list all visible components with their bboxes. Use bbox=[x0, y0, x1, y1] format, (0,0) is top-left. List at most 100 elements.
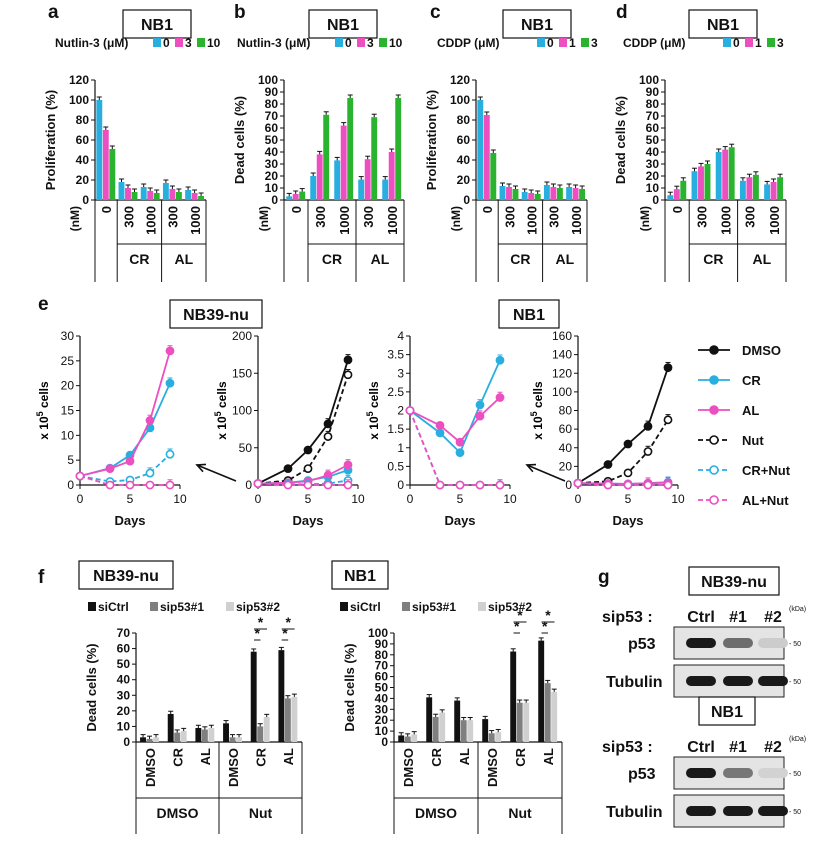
x-tick-label-b-2: 1000 bbox=[337, 206, 352, 235]
line-legend-label-3: Nut bbox=[742, 433, 764, 448]
bar-f1-sip532-0 bbox=[153, 737, 159, 742]
unit-label-d: (nM) bbox=[638, 206, 652, 231]
category-table-c: 0 300 1000 300 1000 CR AL (nM) bbox=[449, 200, 588, 282]
cell-line-label-e1: NB39-nu bbox=[183, 307, 249, 324]
blot-sip53-label-1: sip53 : bbox=[602, 739, 653, 756]
data-point-e1-AL-3 bbox=[145, 416, 155, 425]
data-point-e2-Nut-4 bbox=[343, 370, 353, 380]
group-label-b-0: CR bbox=[322, 251, 342, 267]
significance-star-f1-0: * bbox=[255, 625, 261, 641]
bar-b-0-2 bbox=[334, 160, 341, 200]
y-axis-label-a: Proliferation (%) bbox=[43, 90, 58, 190]
y-tick-label-b-6: 60 bbox=[265, 121, 279, 135]
y-tick-label-e3-8: 4 bbox=[397, 329, 404, 343]
x-tick-label-d-2: 1000 bbox=[719, 206, 734, 235]
cell-line-label-f2: NB1 bbox=[344, 568, 376, 585]
data-point-e2-AL-Nut-3 bbox=[323, 480, 333, 490]
y-tick-label-f2-2: 20 bbox=[375, 713, 389, 727]
data-point-e3-CR-3 bbox=[475, 400, 485, 410]
series-line-e2-Nut bbox=[257, 374, 349, 485]
x-axis-label-e3: Days bbox=[444, 513, 475, 528]
y-tick-label-c-1: 20 bbox=[457, 173, 471, 187]
cell-line-label-e3-box bbox=[498, 299, 560, 329]
y-tick-label-e4-7: 140 bbox=[552, 348, 572, 362]
blot-row-label-0-1: Tubulin bbox=[606, 674, 663, 691]
line-legend-marker-5 bbox=[709, 495, 719, 505]
x-tick-label-d-4: 1000 bbox=[767, 206, 782, 235]
line-legend-label-0: DMSO bbox=[742, 343, 781, 358]
y-tick-label-b-7: 70 bbox=[265, 109, 279, 123]
y-tick-label-c-6: 120 bbox=[450, 73, 470, 87]
bar-d-3-1 bbox=[704, 164, 711, 200]
y-tick-label-e4-4: 80 bbox=[559, 404, 573, 418]
y-tick-label-f1-5: 50 bbox=[117, 657, 131, 671]
bar-f1-sip531-3 bbox=[229, 737, 236, 742]
x-axis-label-e1: Days bbox=[114, 513, 145, 528]
data-point-e2-AL-Nut-0 bbox=[253, 479, 263, 488]
panel-letter-f1: f bbox=[38, 567, 45, 588]
blot-lane-label-1-2: #2 bbox=[764, 739, 782, 756]
cell-line-label-a: NB1 bbox=[141, 17, 173, 34]
x-tick-label-e3-0: 0 bbox=[407, 492, 414, 506]
cell-line-label-a-box bbox=[122, 9, 192, 39]
legend-label-d-1: 1 bbox=[755, 36, 762, 50]
x-tick-label-e4-2: 10 bbox=[671, 492, 685, 506]
bar-d-1-2 bbox=[722, 149, 729, 200]
bar-a-0-3 bbox=[162, 183, 169, 200]
y-tick-label-f2-4: 40 bbox=[375, 691, 389, 705]
y-axis-label-prefix: x 10 bbox=[37, 416, 51, 440]
y-tick-label-a-2: 40 bbox=[76, 153, 90, 167]
bar-c-0-1 bbox=[499, 186, 506, 200]
bar-a-10-0 bbox=[109, 149, 116, 200]
data-point-e3-AL-3 bbox=[475, 411, 485, 421]
bar-a-10-2 bbox=[153, 193, 160, 200]
bar-f1-sip531-5 bbox=[284, 698, 291, 742]
bar-f2-siCtrl-4 bbox=[510, 651, 517, 742]
y-tick-label-f1-6: 60 bbox=[117, 642, 131, 656]
legend-swatch-b-2 bbox=[379, 38, 387, 47]
blot-band-1-1-2 bbox=[758, 806, 788, 816]
legend-swatch-f2-0 bbox=[340, 602, 348, 611]
y-tick-label-f1-4: 40 bbox=[117, 673, 131, 687]
bar-c-1-0 bbox=[483, 115, 490, 200]
y-tick-label-d-5: 50 bbox=[646, 133, 660, 147]
legend-label-c-0: 0 bbox=[547, 36, 554, 50]
blot-cell-line-label-1-box bbox=[698, 696, 756, 726]
significance-star-f2-1: * bbox=[517, 607, 523, 623]
data-point-e1-AL-Nut-4 bbox=[165, 480, 175, 490]
y-tick-label-f1-2: 20 bbox=[117, 704, 131, 718]
bar-f2-sip531-4 bbox=[516, 702, 523, 742]
y-tick-label-f2-5: 50 bbox=[375, 681, 389, 695]
y-tick-label-f2-8: 80 bbox=[375, 648, 389, 662]
bar-f1-sip532-2 bbox=[208, 727, 215, 742]
data-point-e1-AL-1 bbox=[105, 464, 115, 474]
legend-label-a-0: 0 bbox=[163, 36, 170, 50]
x-tick-label-d-1: 300 bbox=[694, 206, 709, 228]
line-legend-marker-4 bbox=[709, 465, 719, 475]
x-tick-label-a-4: 1000 bbox=[188, 206, 203, 235]
data-point-e4-AL-Nut-0 bbox=[573, 478, 583, 488]
unit-label-b: (nM) bbox=[257, 206, 271, 231]
bar-b-3-4 bbox=[388, 152, 395, 200]
group-label-c-1: AL bbox=[555, 251, 574, 267]
blot-band-0-0-2 bbox=[758, 638, 788, 648]
bar-a-0-0 bbox=[96, 100, 103, 200]
y-tick-label-f2-6: 60 bbox=[375, 670, 389, 684]
x-axis-label-e4: Days bbox=[612, 513, 643, 528]
x-tick-label-f2-5: AL bbox=[541, 748, 556, 765]
x-axis-label-e2: Days bbox=[292, 513, 323, 528]
cell-line-label-e3: NB1 bbox=[513, 307, 545, 324]
x-tick-label-a-3: 300 bbox=[166, 206, 181, 228]
y-tick-label-f2-1: 10 bbox=[375, 724, 389, 738]
group-label-f2-1: Nut bbox=[508, 805, 532, 821]
x-tick-label-f1-4: CR bbox=[254, 747, 269, 766]
bar-b-3-2 bbox=[340, 125, 347, 200]
y-tick-label-e2-0: 0 bbox=[245, 478, 252, 492]
legend-swatch-a-0 bbox=[153, 38, 161, 47]
y-axis-label-prefix: x 10 bbox=[531, 416, 545, 440]
y-tick-label-e4-0: 0 bbox=[565, 478, 572, 492]
group-label-d-1: AL bbox=[752, 251, 771, 267]
legend-swatch-d-1 bbox=[745, 38, 753, 47]
data-point-e2-DMSO-4 bbox=[343, 355, 353, 365]
